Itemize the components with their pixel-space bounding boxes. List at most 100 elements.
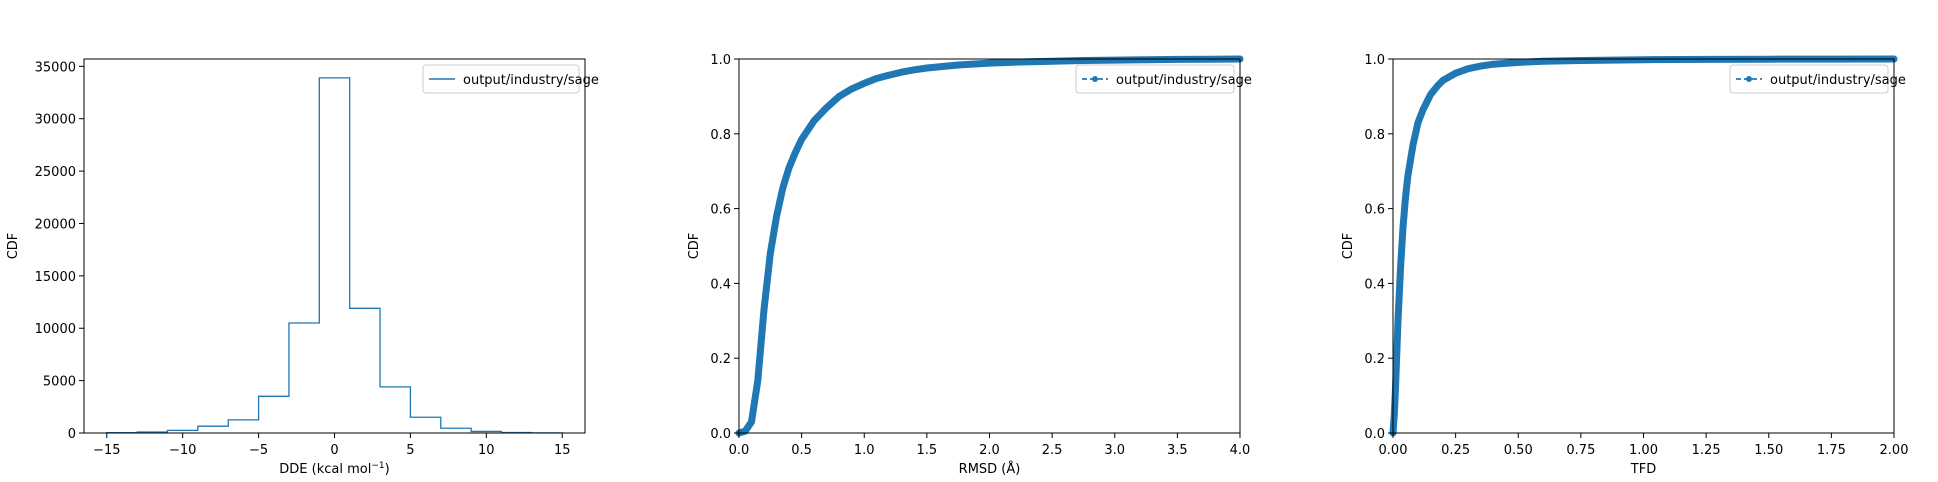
cdf-data-point [911, 66, 918, 74]
y-tick-label: 30000 [35, 113, 76, 128]
y-tick-label: 0.0 [1364, 427, 1385, 442]
histogram-bin [410, 417, 440, 433]
y-axis-label: CDF [687, 233, 702, 260]
cdf-data-point [785, 164, 793, 171]
y-tick-label: 5000 [43, 375, 76, 390]
cdf-data-point [1464, 65, 1472, 72]
y-tick-label: 0.4 [710, 277, 731, 292]
x-axis-label: TFD [1630, 462, 1656, 477]
cdf-data-point [1414, 119, 1422, 126]
x-axis-ticks: 0.0 0.5 1.0 1.5 2.0 2.5 3.0 3.5 4.0 [729, 433, 1250, 458]
y-tick-label: 0.8 [1364, 128, 1385, 143]
cdf-data-point [986, 59, 993, 67]
cdf-data-point [1017, 58, 1025, 66]
cdf-data-point [1452, 70, 1459, 77]
legend-label: output/industry/sage [1770, 73, 1906, 88]
plot-frame [738, 58, 1241, 434]
y-tick-label: 1.0 [1364, 53, 1385, 68]
cdf-data-point [1515, 59, 1522, 66]
legend-marker [1746, 76, 1752, 82]
tfd-cdf-marks [1389, 55, 1898, 437]
y-tick-label: 0.8 [710, 128, 731, 143]
y-tick-label: 15000 [35, 270, 76, 285]
y-tick-label: 0.2 [1364, 352, 1385, 367]
x-axis-ticks: 0.00 0.25 0.50 0.75 1.00 1.25 1.50 1.75 2.00 [1379, 433, 1909, 458]
x-tick-label: −15 [93, 443, 120, 458]
legend-label: output/industry/sage [1116, 73, 1252, 88]
cdf-data-point [1391, 411, 1398, 418]
x-tick-label: 0 [330, 443, 338, 458]
cdf-data-point [1142, 56, 1150, 63]
dde-histogram-panel: −15 −10 −5 0 5 10 15 0 5000 10000 15000 20000 25000… [6, 58, 599, 477]
legend-box [422, 64, 580, 94]
x-tick-label: 1.5 [917, 443, 938, 458]
cdf-data-point [760, 306, 768, 313]
cdf-data-point [810, 117, 818, 124]
cdf-data-point [873, 75, 880, 82]
x-tick-label: 2.00 [1880, 443, 1909, 458]
legend-dashed-marker-key [1736, 76, 1762, 82]
x-axis-label: RMSD (Å) [959, 461, 1021, 477]
x-tick-label: 1.75 [1817, 443, 1846, 458]
x-tick-label: 1.50 [1754, 443, 1783, 458]
cdf-data-point [773, 212, 780, 220]
histogram-bin [228, 420, 258, 433]
cdf-data-point [767, 250, 774, 257]
cdf-data-point [1402, 194, 1409, 201]
cdf-data-point [792, 149, 799, 156]
rmsd-cdf-marks [735, 55, 1244, 437]
cdf-data-point [898, 68, 906, 76]
histogram-bin [319, 78, 349, 433]
x-tick-label: 0.25 [1441, 443, 1470, 458]
y-tick-label: 0 [68, 427, 76, 442]
cdf-data-point [1419, 106, 1427, 113]
cdf-data-point [1397, 265, 1404, 272]
x-tick-label: 15 [554, 443, 571, 458]
cdf-data-point [1577, 57, 1585, 64]
histogram-outline [106, 77, 563, 434]
cdf-data-point [954, 61, 962, 69]
cdf-data-point [748, 418, 755, 425]
legend: output/industry/sage [1075, 64, 1252, 94]
tfd-cdf-panel: 0.00 0.25 0.50 0.75 1.00 1.25 1.50 1.75 2.00 0.0… [1341, 53, 1908, 477]
cdf-data-point [861, 80, 868, 87]
cdf-data-point [1404, 171, 1412, 179]
y-tick-label: 0.0 [710, 427, 731, 442]
cdf-data-point [1409, 141, 1417, 149]
y-axis-ticks: 0.0 0.2 0.4 0.6 0.8 1.0 [1364, 53, 1393, 442]
cdf-data-point [798, 136, 805, 143]
y-axis-ticks: 0 5000 10000 15000 20000 25000 30000 35000 [35, 60, 84, 442]
cdf-data-point [823, 104, 830, 111]
y-tick-label: 10000 [35, 322, 76, 337]
histogram-bin [350, 308, 380, 433]
cdf-data-point [1640, 56, 1647, 63]
histogram-bin [259, 396, 289, 433]
histogram-bin [380, 387, 410, 433]
cdf-data-point [1111, 56, 1118, 64]
y-tick-label: 1.0 [710, 53, 731, 68]
x-tick-label: 1.00 [1629, 443, 1658, 458]
x-tick-label: 0.75 [1566, 443, 1595, 458]
x-tick-label: 0.50 [1504, 443, 1533, 458]
x-axis-ticks: −15 −10 −5 0 5 10 15 [93, 433, 571, 458]
x-axis-label: DDE (kcal mol−1) [279, 461, 389, 477]
y-tick-label: 0.2 [710, 352, 731, 367]
histogram-marks [106, 77, 563, 434]
cdf-data-point [1540, 58, 1547, 65]
histogram-bin [289, 323, 319, 433]
y-tick-label: 0.6 [1364, 203, 1385, 218]
x-tick-label: 0.5 [791, 443, 812, 458]
y-tick-label: 0.4 [1364, 277, 1385, 292]
x-tick-label: 2.5 [1042, 443, 1063, 458]
cdf-data-point [1399, 224, 1407, 231]
x-tick-label: 0.0 [729, 443, 750, 458]
cdf-data-point [836, 93, 843, 100]
y-axis-label: CDF [1341, 233, 1356, 260]
y-tick-label: 25000 [35, 165, 76, 180]
x-tick-label: 5 [406, 443, 414, 458]
plot-frame [83, 58, 586, 434]
y-axis-ticks: 0.0 0.2 0.4 0.6 0.8 1.0 [710, 53, 739, 442]
legend-marker [1092, 76, 1098, 82]
x-tick-label: −5 [249, 443, 268, 458]
